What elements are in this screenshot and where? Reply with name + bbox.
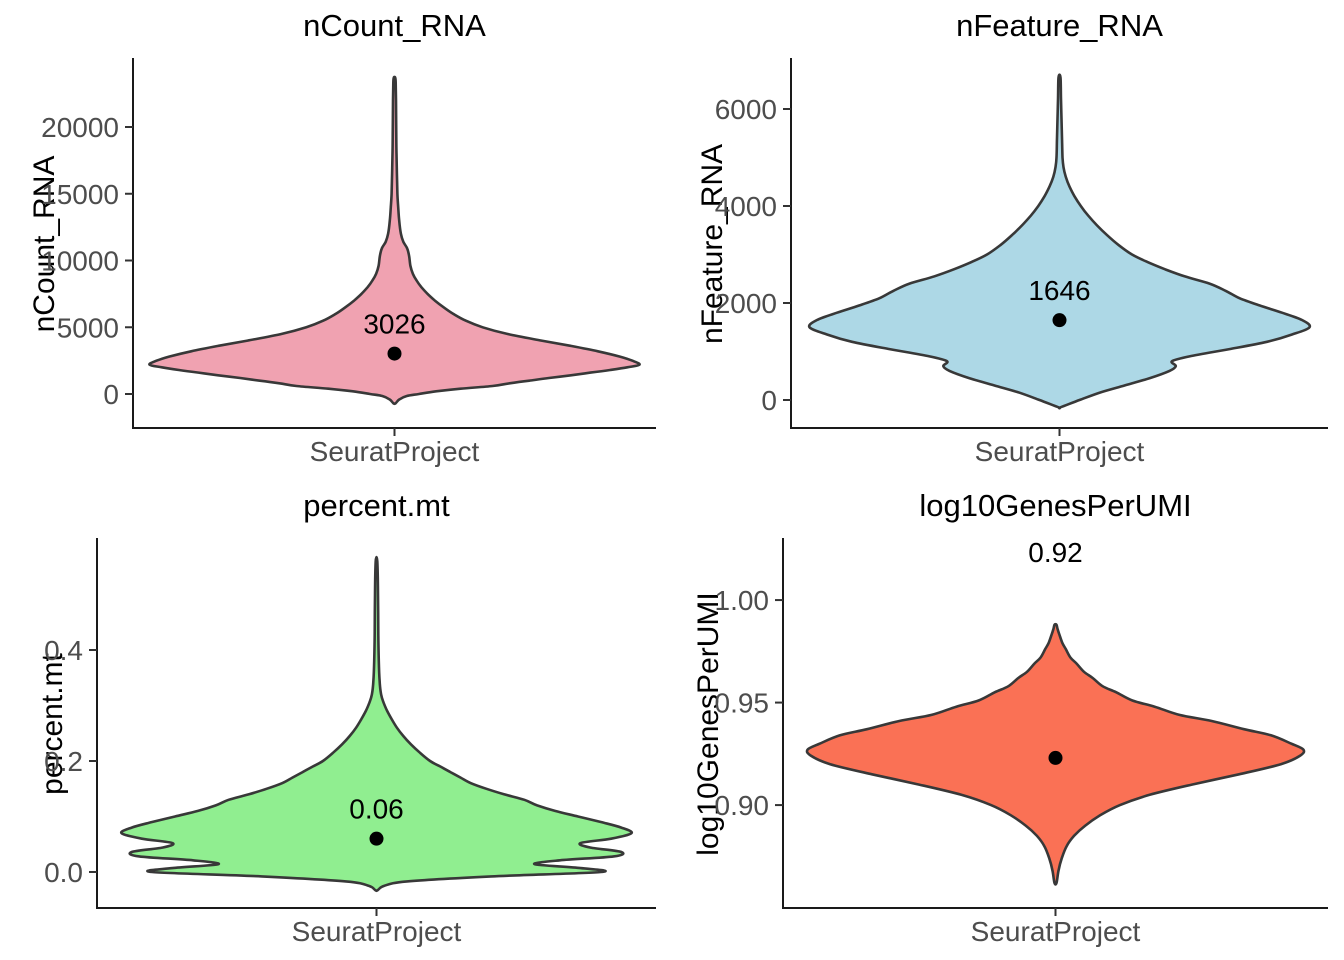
median-label: 0.92 (1028, 537, 1083, 568)
y-tick-label: 0.4 (44, 635, 83, 666)
y-axis-title: percent.mt (36, 652, 69, 794)
x-tick-label: SeuratProject (975, 436, 1145, 467)
y-axis-title: log10GenesPerUMI (692, 592, 725, 855)
x-tick-label: SeuratProject (971, 916, 1141, 947)
x-tick-label: SeuratProject (310, 436, 480, 467)
median-point (1048, 750, 1063, 765)
violin-shape (119, 555, 634, 893)
y-tick-label: 0 (103, 379, 119, 410)
y-tick-label: 4000 (715, 191, 777, 222)
median-point (387, 346, 402, 361)
y-tick-label: 10000 (41, 246, 119, 277)
violin-chart-bottom-left: percent.mt percent.mt 0.0 0.2 0.4 SeuratProje… (0, 480, 672, 960)
y-axis-title: nCount_RNA (28, 156, 61, 333)
y-axis-title: nFeature_RNA (696, 144, 729, 344)
panel-title: percent.mt (303, 488, 450, 523)
y-tick-label: 2000 (715, 288, 777, 319)
y-tick-label: 0.95 (715, 688, 770, 719)
y-tick-label: 5000 (57, 312, 119, 343)
panel-title: nCount_RNA (303, 8, 486, 43)
x-tick-label: SeuratProject (292, 916, 462, 947)
panel-title: nFeature_RNA (956, 8, 1163, 43)
median-label: 3026 (363, 309, 425, 340)
y-tick-label: 0.0 (44, 857, 83, 888)
violin-chart-bottom-right: log10GenesPerUMIlog10GenesPerUMI0.900.95… (672, 480, 1344, 960)
panel-background (0, 480, 672, 960)
violin-chart-top-left: nCount_RNA nCount_RNA 0 5000 10000 15000 20000… (0, 0, 672, 480)
violin-chart-top-right: nFeature_RNA nFeature_RNA 0 2000 4000 6000 Seu… (672, 0, 1344, 480)
y-tick-label: 0 (761, 385, 777, 416)
y-tick-label: 0.90 (715, 790, 770, 821)
y-tick-label: 0.2 (44, 746, 83, 777)
panel-log10genesperumi: log10GenesPerUMI log10GenesPerUMI 0.90 0.95… (672, 480, 1344, 960)
violin-shape (807, 73, 1312, 410)
violin-shape (148, 75, 641, 406)
y-tick-label: 1.00 (715, 585, 770, 616)
panel-percent-mt: percent.mt percent.mt 0.0 0.2 0.4 SeuratProje… (0, 480, 672, 960)
y-tick-label: 15000 (41, 179, 119, 210)
median-label: 1646 (1028, 275, 1090, 306)
y-tick-label: 6000 (715, 94, 777, 125)
median-point (369, 831, 384, 846)
panel-nfeature-rna: nFeature_RNA nFeature_RNA 0 2000 4000 6000 Seu… (672, 0, 1344, 480)
y-tick-label: 20000 (41, 112, 119, 143)
panel-title: log10GenesPerUMI (919, 488, 1191, 523)
median-label: 0.06 (349, 794, 404, 825)
panel-ncount-rna: nCount_RNA nCount_RNA 0 5000 10000 15000 20000… (0, 0, 672, 480)
median-point (1052, 313, 1067, 328)
panel-background (0, 0, 672, 480)
